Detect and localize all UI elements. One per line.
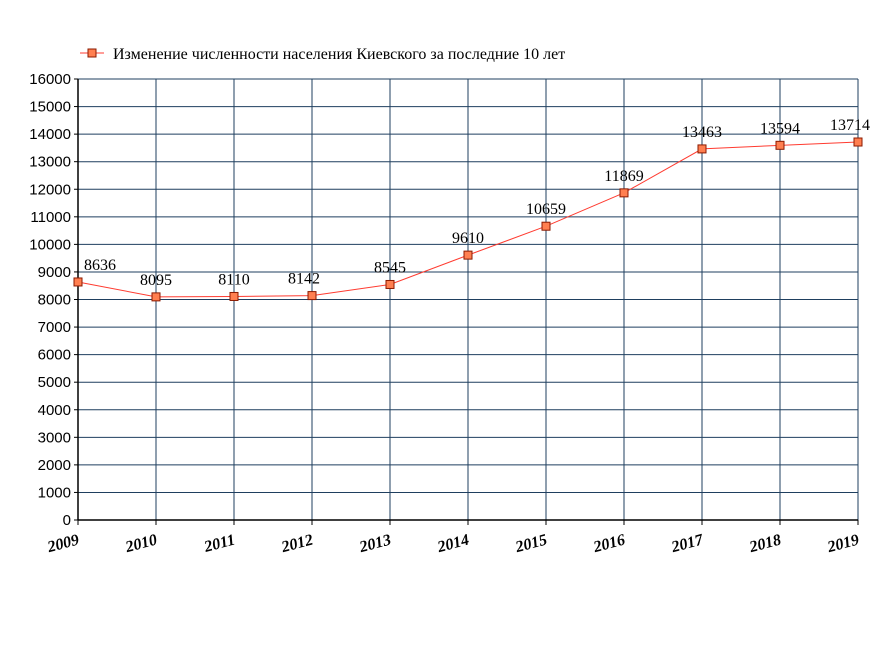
x-tick-label: 2015 bbox=[513, 531, 549, 556]
x-tick-label: 2018 bbox=[747, 531, 783, 556]
legend-label: Изменение численности населения Киевског… bbox=[113, 46, 565, 63]
data-label-2017: 13463 bbox=[682, 124, 722, 141]
y-tick-label: 9000 bbox=[38, 264, 71, 281]
data-label-2010: 8095 bbox=[140, 272, 172, 289]
data-point-2017 bbox=[697, 144, 707, 154]
x-tick-label: 2019 bbox=[825, 531, 861, 556]
y-tick-label: 2000 bbox=[38, 457, 71, 474]
data-label-2013: 8545 bbox=[374, 259, 406, 276]
data-label-2018: 13594 bbox=[760, 120, 800, 137]
y-tick-label: 8000 bbox=[38, 292, 71, 309]
data-point-2015 bbox=[541, 221, 551, 231]
data-label-2011: 8110 bbox=[218, 271, 249, 288]
x-axis-ticks: 2009 2010 2011 2012 2013 2014 2015 2016 2017 2018… bbox=[45, 520, 861, 556]
y-tick-label: 4000 bbox=[38, 402, 71, 419]
gridlines bbox=[78, 78, 859, 520]
y-tick-label: 14000 bbox=[29, 126, 71, 143]
data-label-2014: 9610 bbox=[452, 230, 484, 247]
data-point-2012 bbox=[307, 291, 317, 301]
y-tick-label: 16000 bbox=[29, 71, 71, 88]
x-tick-label: 2016 bbox=[591, 531, 627, 556]
y-tick-label: 7000 bbox=[38, 319, 71, 336]
data-labels: 8636 8095 8110 8142 8545 9610 10659 11869 13463 1… bbox=[84, 117, 870, 289]
data-point-2016 bbox=[619, 188, 629, 198]
x-tick-label: 2017 bbox=[669, 531, 706, 556]
chart-legend: Изменение численности населения Киевског… bbox=[80, 46, 565, 63]
y-tick-label: 15000 bbox=[29, 99, 71, 116]
x-tick-label: 2012 bbox=[279, 531, 315, 556]
data-label-2019: 13714 bbox=[830, 117, 870, 134]
y-tick-label: 10000 bbox=[29, 236, 71, 253]
data-point-2011 bbox=[229, 291, 239, 301]
y-axis-ticks: 0 1000 2000 3000 4000 5000 6000 7000 8000 9000 100… bbox=[29, 71, 78, 529]
data-point-2009 bbox=[73, 277, 83, 287]
y-tick-label: 13000 bbox=[29, 154, 71, 171]
x-tick-label: 2013 bbox=[357, 531, 393, 556]
x-tick-label: 2014 bbox=[435, 531, 471, 556]
y-tick-label: 0 bbox=[63, 512, 71, 529]
y-tick-label: 3000 bbox=[38, 429, 71, 446]
x-tick-label: 2010 bbox=[123, 531, 159, 556]
data-point-2010 bbox=[151, 292, 161, 302]
data-point-2014 bbox=[463, 250, 473, 260]
y-tick-label: 1000 bbox=[38, 484, 71, 501]
data-point-2013 bbox=[385, 279, 395, 289]
y-tick-label: 5000 bbox=[38, 374, 71, 391]
x-tick-label: 2009 bbox=[45, 531, 81, 556]
y-tick-label: 12000 bbox=[29, 181, 71, 198]
legend-marker bbox=[87, 48, 97, 58]
data-label-2015: 10659 bbox=[526, 201, 566, 218]
data-label-2012: 8142 bbox=[288, 271, 320, 288]
data-label-2016: 11869 bbox=[604, 168, 643, 185]
y-tick-label: 11000 bbox=[30, 209, 71, 226]
x-tick-label: 2011 bbox=[202, 531, 237, 556]
series-population bbox=[73, 137, 863, 302]
data-point-2019 bbox=[853, 137, 863, 147]
data-point-2018 bbox=[775, 140, 785, 150]
y-tick-label: 6000 bbox=[38, 347, 71, 364]
data-label-2009: 8636 bbox=[84, 257, 116, 274]
